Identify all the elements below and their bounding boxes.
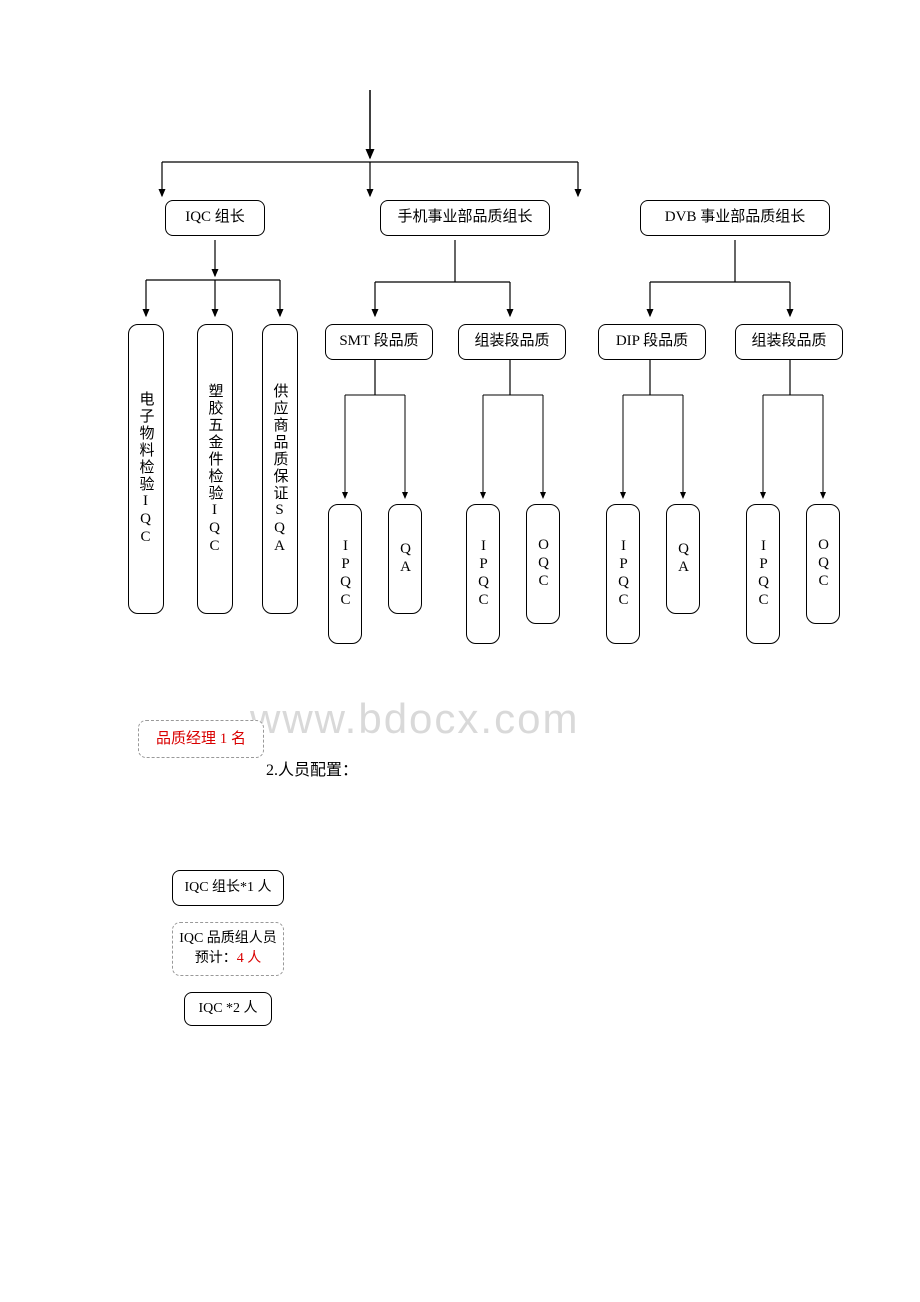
- node-phone-leader: 手机事业部品质组长: [380, 200, 550, 236]
- node-dip: DIP 段品质: [598, 324, 706, 360]
- iqc-count-box: IQC *2 人: [184, 992, 272, 1026]
- leaf-asm1-oqc: OQC: [526, 504, 560, 624]
- watermark: www.bdocx.com: [250, 695, 579, 743]
- connectors: [0, 0, 920, 1302]
- org-chart-canvas: www.bdocx.com: [0, 0, 920, 1302]
- node-asm2: 组装段品质: [735, 324, 843, 360]
- leaf-asm2-oqc: OQC: [806, 504, 840, 624]
- leaf-dip-ipqc: IPQC: [606, 504, 640, 644]
- node-asm1: 组装段品质: [458, 324, 566, 360]
- node-iqc-plastic: 塑胶五金件检验IQC: [197, 324, 233, 614]
- node-iqc-elec: 电子物料检验IQC: [128, 324, 164, 614]
- node-dvb-leader: DVB 事业部品质组长: [640, 200, 830, 236]
- leaf-dip-qa: QA: [666, 504, 700, 614]
- leaf-smt-qa: QA: [388, 504, 422, 614]
- iqc-group-count: 4 人: [237, 951, 262, 966]
- iqc-leader-count-box: IQC 组长*1 人: [172, 870, 284, 906]
- leaf-asm1-ipqc: IPQC: [466, 504, 500, 644]
- leaf-asm2-ipqc: IPQC: [746, 504, 780, 644]
- node-iqc-sqa: 供应商品质保证SQA: [262, 324, 298, 614]
- node-iqc-leader: IQC 组长: [165, 200, 265, 236]
- iqc-group-box: IQC 品质组人员预计：4 人: [172, 922, 284, 976]
- leaf-smt-ipqc: IPQC: [328, 504, 362, 644]
- node-smt: SMT 段品质: [325, 324, 433, 360]
- section2-title: 2.人员配置：: [266, 756, 358, 780]
- red-manager-box: 品质经理 1 名: [138, 720, 264, 758]
- iqc-group-prefix: IQC 品质组人员预计：: [179, 931, 277, 966]
